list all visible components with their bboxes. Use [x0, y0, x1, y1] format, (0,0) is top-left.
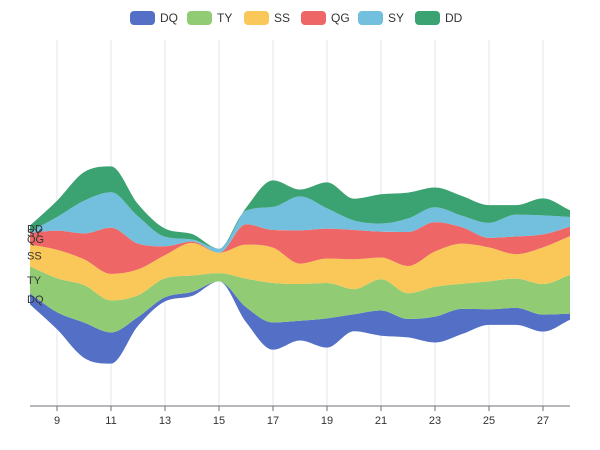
stream-area-sy[interactable] — [30, 192, 570, 253]
series-label-dd: DD — [27, 224, 43, 236]
legend-label: QG — [331, 11, 350, 25]
legend-label: SS — [274, 11, 290, 25]
series-label-sy: SY — [27, 227, 42, 239]
stream-area-dd[interactable] — [30, 166, 570, 249]
x-tick-label: 17 — [267, 415, 279, 427]
series-label-ty: TY — [27, 275, 42, 287]
x-tick-label: 23 — [429, 415, 441, 427]
stream-layers — [30, 166, 570, 364]
legend-swatch — [301, 11, 326, 25]
legend-swatch — [187, 11, 212, 25]
x-tick-label: 15 — [213, 415, 225, 427]
legend-label: TY — [217, 11, 232, 25]
series-label-qg: QG — [27, 234, 44, 246]
legend-swatch — [358, 11, 383, 25]
x-tick-label: 21 — [375, 415, 387, 427]
legend-item-dd[interactable]: DD — [415, 11, 463, 25]
stream-area-dq[interactable] — [30, 281, 570, 364]
legend-label: DD — [445, 11, 463, 25]
legend-item-sy[interactable]: SY — [358, 11, 404, 25]
x-axis: 9 11 13 15 17 19 21 23 25 27 — [30, 405, 570, 427]
stream-area-ty[interactable] — [30, 266, 570, 333]
legend-item-dq[interactable]: DQ — [130, 11, 178, 25]
legend-label: SY — [388, 11, 404, 25]
x-tick-label: 13 — [159, 415, 171, 427]
x-tick-label: 27 — [537, 415, 549, 427]
x-tick-label: 25 — [483, 415, 495, 427]
legend-label: DQ — [160, 11, 178, 25]
series-label-dq: DQ — [27, 294, 44, 306]
x-tick-label: 9 — [54, 415, 60, 427]
legend-item-qg[interactable]: QG — [301, 11, 350, 25]
x-tick-label: 19 — [321, 415, 333, 427]
legend[interactable]: DQ TY SS QG SY DD — [130, 11, 463, 25]
legend-item-ty[interactable]: TY — [187, 11, 232, 25]
legend-item-ss[interactable]: SS — [244, 11, 290, 25]
stream-area-ss[interactable] — [30, 236, 570, 301]
stream-area-qg[interactable] — [30, 222, 570, 274]
legend-swatch — [130, 11, 155, 25]
x-tick-label: 11 — [105, 415, 116, 427]
series-label-ss: SS — [27, 250, 42, 262]
legend-swatch — [244, 11, 269, 25]
legend-swatch — [415, 11, 440, 25]
